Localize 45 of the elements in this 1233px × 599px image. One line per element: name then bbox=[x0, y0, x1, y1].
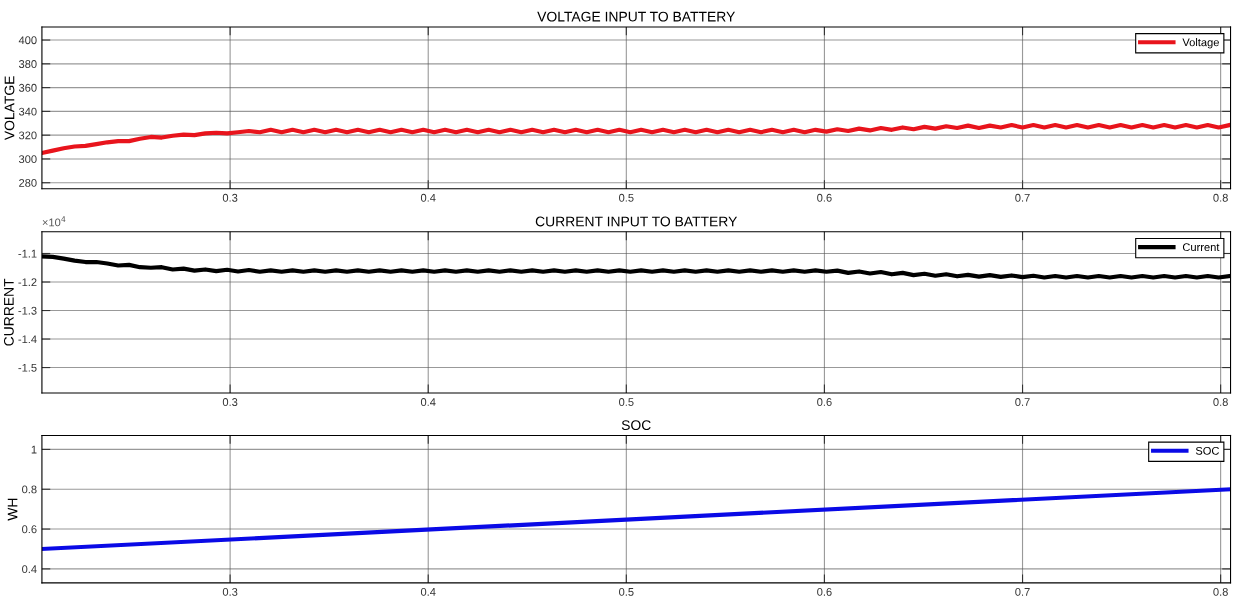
chart-title: SOC bbox=[621, 420, 651, 431]
line-series bbox=[41, 122, 1231, 156]
x-tick-label: 0.8 bbox=[1213, 193, 1228, 202]
y-tick-label: -1.1 bbox=[18, 249, 37, 258]
y-axis-title: VOLATGE bbox=[4, 76, 15, 141]
text: ×10$^{4}$ bbox=[42, 216, 66, 227]
y-tick-label: 340 bbox=[18, 107, 37, 116]
y-tick-label: 0.8 bbox=[22, 485, 37, 494]
y-tick-label: -1.5 bbox=[18, 363, 37, 372]
x-tick-label: 0.6 bbox=[817, 398, 832, 406]
x-tick-label: 0.4 bbox=[420, 587, 436, 596]
y-tick-label: 300 bbox=[18, 155, 37, 164]
y-axis-title: WH bbox=[7, 498, 18, 521]
legend-label: SOC bbox=[1195, 446, 1219, 455]
y-tick-label: 400 bbox=[18, 36, 37, 45]
x-tick-label: 0.7 bbox=[1015, 587, 1030, 596]
y-tick-label: 360 bbox=[18, 83, 37, 92]
legend-label: Current bbox=[1182, 243, 1220, 252]
y-tick-label: 320 bbox=[18, 131, 37, 140]
y-tick-label: -1.2 bbox=[18, 278, 37, 287]
x-tick-label: 0.4 bbox=[420, 193, 436, 202]
y-tick-label: 380 bbox=[18, 60, 37, 68]
chart-title: VOLTAGE INPUT TO BATTERY bbox=[537, 11, 735, 22]
x-tick-label: 0.5 bbox=[619, 587, 634, 596]
x-tick-label: 0.6 bbox=[817, 587, 832, 596]
legend-label: Voltage bbox=[1182, 38, 1219, 49]
y-tick-label: 280 bbox=[19, 179, 37, 187]
x-tick-label: 0.5 bbox=[619, 193, 634, 202]
y-tick-label: 1 bbox=[31, 445, 37, 454]
y-tick-label: -1.4 bbox=[18, 335, 37, 344]
x-tick-label: 0.8 bbox=[1213, 587, 1228, 596]
x-tick-label: 0.4 bbox=[420, 398, 436, 406]
x-tick-label: 0.5 bbox=[619, 398, 634, 406]
x-tick-label: 0.7 bbox=[1015, 398, 1030, 406]
x-tick-label: 0.8 bbox=[1213, 398, 1228, 406]
y-tick-label: 0.6 bbox=[22, 525, 37, 534]
y-tick-label: -1.3 bbox=[18, 306, 37, 315]
chart-title: CURRENT INPUT TO BATTERY bbox=[535, 216, 738, 227]
x-tick-label: 0.3 bbox=[222, 587, 238, 596]
x-tick-label: 0.6 bbox=[817, 193, 832, 202]
x-tick-label: 0.7 bbox=[1015, 193, 1030, 202]
y-axis-title: CURRENT bbox=[3, 278, 14, 346]
y-tick-label: 0.4 bbox=[22, 565, 37, 574]
x-tick-label: 0.3 bbox=[222, 398, 238, 406]
x-tick-label: 0.3 bbox=[222, 193, 238, 202]
